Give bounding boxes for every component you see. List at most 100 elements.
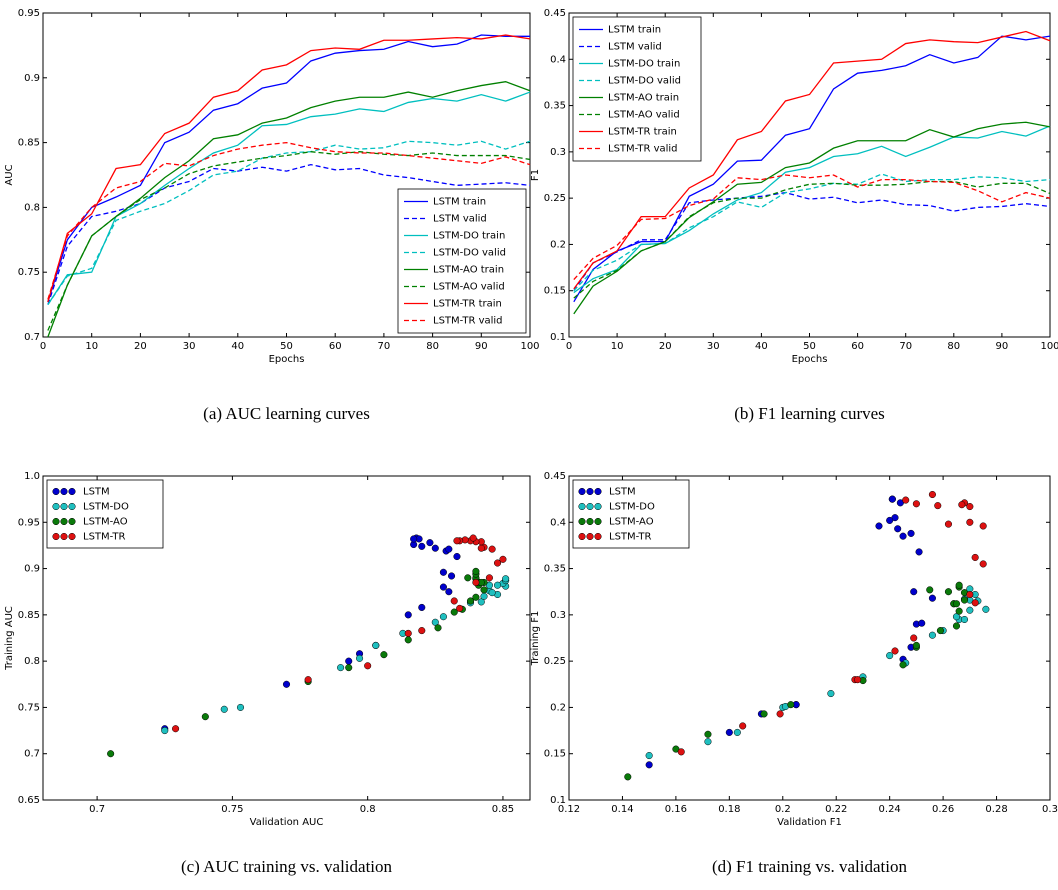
legend-label: LSTM-AO [83, 517, 128, 528]
scatter-point [899, 532, 907, 540]
scatter-point [418, 542, 426, 550]
legend-label: LSTM-AO [609, 517, 654, 528]
scatter-point [888, 495, 896, 503]
scatter-point [725, 728, 733, 736]
chart-panel: 0 10 20 30 40 50 60 70 80 90 100 0.1 0.15 0.2 0.25 0.3 0… [530, 8, 1058, 423]
scatter-point [445, 545, 453, 553]
scatter-point [480, 592, 488, 600]
x-tick-label: 0 [566, 341, 572, 352]
scatter-point [453, 552, 461, 561]
x-tick-label: 0.28 [985, 804, 1007, 815]
legend-swatch [586, 502, 594, 511]
legend-label: LSTM-AO valid [433, 282, 505, 293]
x-tick-label: 0.3 [1042, 804, 1058, 815]
x-tick-label: 0 [40, 341, 46, 352]
y-axis-label: F1 [530, 169, 541, 181]
scatter-point [372, 641, 380, 649]
x-tick-label: 20 [659, 341, 672, 352]
series-line [47, 140, 531, 305]
legend: LSTM train LSTM valid LSTM-DO train LSTM-DO… [572, 16, 702, 162]
scatter-point [364, 662, 372, 670]
scatter-point [960, 596, 969, 604]
legend-swatch [578, 517, 586, 526]
legend-label: LSTM-DO [83, 502, 129, 513]
scatter-point [952, 622, 961, 630]
scatter-point [776, 710, 784, 718]
scatter-point [936, 627, 944, 635]
y-tick-label: 0.1 [550, 332, 566, 343]
scatter-point [928, 594, 936, 602]
scatter-point [912, 500, 920, 508]
scatter-point [220, 705, 228, 713]
scatter-point [450, 608, 458, 616]
legend: LSTM LSTM-DO LSTM-AO LSTM-TR [46, 479, 164, 549]
legend-label: LSTM-AO train [608, 93, 679, 104]
series-line [47, 34, 531, 303]
y-tick-label: 0.8 [24, 202, 40, 213]
legend: LSTM LSTM-DO LSTM-AO LSTM-TR [572, 479, 690, 549]
scatter-point [966, 502, 974, 511]
legend-swatch [68, 502, 76, 511]
scatter-point [426, 539, 434, 547]
scatter-point [875, 522, 883, 530]
scatter-point [934, 502, 942, 510]
scatter-point [236, 703, 245, 711]
scatter-point [469, 534, 477, 542]
legend-label: LSTM-TR [83, 532, 125, 543]
scatter-point [418, 603, 426, 612]
scatter-point [453, 537, 461, 545]
caption: (a) AUC learning curves [203, 404, 370, 423]
y-tick-label: 0.75 [18, 702, 40, 713]
scatter-point [910, 634, 918, 642]
series-line [47, 34, 530, 303]
x-tick-label: 0.2 [775, 804, 791, 815]
scatter-point [912, 641, 920, 649]
legend-box [397, 188, 527, 334]
y-tick-label: 0.7 [24, 749, 40, 760]
scatter-point [886, 652, 894, 660]
scatter-point [404, 611, 412, 619]
scatter-point [902, 496, 910, 504]
x-tick-label: 40 [755, 341, 768, 352]
x-axis-label: Epochs [792, 354, 828, 365]
y-tick-label: 0.7 [24, 332, 40, 343]
scatter-point [439, 583, 447, 591]
scatter-point [488, 589, 496, 597]
x-tick-label: 20 [134, 341, 147, 352]
x-tick-label: 0.26 [932, 804, 954, 815]
x-tick-label: 70 [899, 341, 912, 352]
scatter-point [910, 588, 918, 596]
scatter-point [966, 606, 974, 614]
y-tick-label: 0.45 [544, 8, 566, 19]
x-tick-label: 80 [426, 341, 439, 352]
scatter-point [971, 599, 979, 607]
scatter-point [760, 710, 768, 718]
legend-label: LSTM [83, 487, 110, 498]
legend-swatch [586, 532, 594, 541]
scatter-point [456, 604, 464, 612]
x-tick-label: 70 [378, 341, 391, 352]
legend-swatch [594, 502, 602, 511]
scatter-point [404, 629, 412, 637]
scatter-point [733, 728, 741, 736]
legend-swatch [68, 487, 76, 496]
y-tick-label: 0.95 [18, 517, 40, 528]
legend-swatch [60, 517, 68, 526]
legend-swatch [68, 532, 76, 541]
scatter-point [493, 559, 502, 567]
legend-swatch [578, 532, 586, 541]
y-axis-label: Training F1 [530, 611, 541, 667]
series-line [573, 180, 1051, 299]
x-tick-label: 10 [85, 341, 98, 352]
y-tick-label: 0.8 [24, 656, 40, 667]
x-tick-label: 40 [231, 341, 244, 352]
y-tick-label: 0.9 [24, 73, 40, 84]
legend-swatch [52, 532, 60, 541]
scatter-point [172, 725, 180, 733]
scatter-point [624, 773, 632, 781]
scatter-point [982, 605, 990, 613]
y-axis-label: Training AUC [4, 606, 15, 671]
legend-label: LSTM-DO valid [433, 248, 506, 259]
legend-box [572, 16, 702, 162]
scatter-point [891, 647, 899, 655]
